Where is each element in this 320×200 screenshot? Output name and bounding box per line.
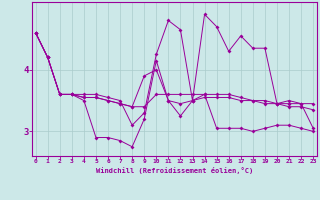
X-axis label: Windchill (Refroidissement éolien,°C): Windchill (Refroidissement éolien,°C) — [96, 167, 253, 174]
